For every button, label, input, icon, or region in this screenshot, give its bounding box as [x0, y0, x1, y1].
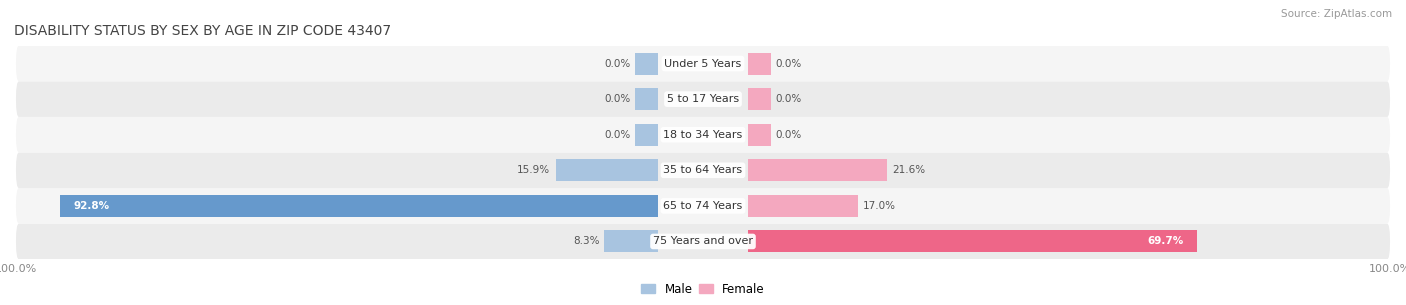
Bar: [748, 159, 887, 181]
Text: DISABILITY STATUS BY SEX BY AGE IN ZIP CODE 43407: DISABILITY STATUS BY SEX BY AGE IN ZIP C…: [14, 24, 391, 38]
Text: 92.8%: 92.8%: [73, 201, 110, 211]
Bar: [555, 159, 658, 181]
Bar: [748, 195, 858, 217]
FancyBboxPatch shape: [15, 81, 1391, 117]
FancyBboxPatch shape: [15, 152, 1391, 188]
Text: 65 to 74 Years: 65 to 74 Years: [664, 201, 742, 211]
FancyBboxPatch shape: [15, 46, 1391, 81]
Legend: Male, Female: Male, Female: [637, 278, 769, 300]
Text: 17.0%: 17.0%: [863, 201, 896, 211]
Text: Source: ZipAtlas.com: Source: ZipAtlas.com: [1281, 9, 1392, 19]
Text: 35 to 64 Years: 35 to 64 Years: [664, 165, 742, 175]
Text: 8.3%: 8.3%: [572, 236, 599, 246]
FancyBboxPatch shape: [15, 188, 1391, 224]
Text: 75 Years and over: 75 Years and over: [652, 236, 754, 246]
Text: 15.9%: 15.9%: [517, 165, 550, 175]
Bar: [748, 124, 770, 146]
Text: 69.7%: 69.7%: [1147, 236, 1184, 246]
Bar: [636, 124, 658, 146]
FancyBboxPatch shape: [15, 224, 1391, 259]
Text: 0.0%: 0.0%: [776, 130, 801, 140]
Bar: [605, 231, 658, 253]
Bar: [60, 195, 658, 217]
Bar: [636, 52, 658, 75]
Bar: [748, 88, 770, 110]
Bar: [748, 231, 1197, 253]
Text: 0.0%: 0.0%: [605, 130, 630, 140]
Text: Under 5 Years: Under 5 Years: [665, 59, 741, 69]
Text: 21.6%: 21.6%: [893, 165, 925, 175]
Text: 0.0%: 0.0%: [776, 94, 801, 104]
Text: 0.0%: 0.0%: [776, 59, 801, 69]
Bar: [748, 52, 770, 75]
Text: 5 to 17 Years: 5 to 17 Years: [666, 94, 740, 104]
Bar: [636, 88, 658, 110]
Text: 0.0%: 0.0%: [605, 94, 630, 104]
FancyBboxPatch shape: [15, 117, 1391, 152]
Text: 0.0%: 0.0%: [605, 59, 630, 69]
Text: 18 to 34 Years: 18 to 34 Years: [664, 130, 742, 140]
